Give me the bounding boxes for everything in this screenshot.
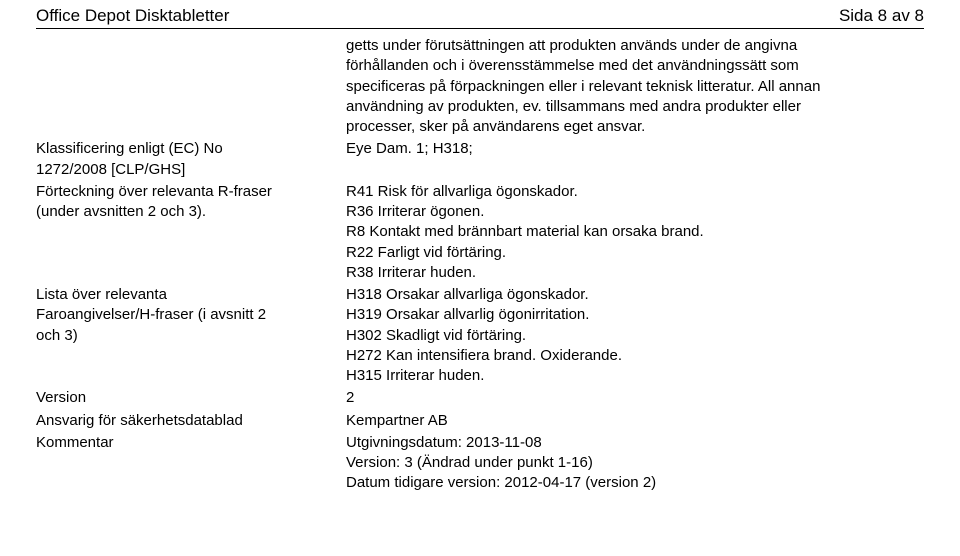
document-title: Office Depot Disktabletter	[36, 6, 229, 26]
row-label: Klassificering enligt (EC) No1272/2008 […	[36, 138, 346, 181]
label-line: Förteckning över relevanta R-fraser	[36, 182, 342, 202]
table-row: Lista över relevantaFaroangivelser/H-fra…	[36, 284, 924, 387]
row-value: Utgivningsdatum: 2013-11-08Version: 3 (Ä…	[346, 432, 924, 495]
label-line: Klassificering enligt (EC) No	[36, 139, 342, 159]
content-body: getts under förutsättningen att produkte…	[36, 35, 924, 495]
row-label: Kommentar	[36, 432, 346, 495]
value-line: H315 Irriterar huden.	[346, 366, 920, 386]
value-line: Version: 3 (Ändrad under punkt 1-16)	[346, 453, 920, 473]
content-table: getts under förutsättningen att produkte…	[36, 35, 924, 495]
page-header: Office Depot Disktabletter Sida 8 av 8	[36, 6, 924, 29]
row-value: R41 Risk för allvarliga ögonskador.R36 I…	[346, 181, 924, 284]
label-line: Faroangivelser/H-fraser (i avsnitt 2	[36, 305, 342, 325]
value-line: H318 Orsakar allvarliga ögonskador.	[346, 285, 920, 305]
value-line: Kempartner AB	[346, 411, 920, 431]
table-row: Version2	[36, 387, 924, 409]
value-line: R36 Irriterar ögonen.	[346, 202, 920, 222]
value-line: R22 Farligt vid förtäring.	[346, 243, 920, 263]
table-row: KommentarUtgivningsdatum: 2013-11-08Vers…	[36, 432, 924, 495]
label-line: 1272/2008 [CLP/GHS]	[36, 160, 342, 180]
label-line: (under avsnitten 2 och 3).	[36, 202, 342, 222]
value-line: getts under förutsättningen att produkte…	[346, 36, 920, 56]
value-line: R41 Risk för allvarliga ögonskador.	[346, 182, 920, 202]
row-label	[36, 35, 346, 138]
page-indicator: Sida 8 av 8	[839, 6, 924, 26]
value-line: R8 Kontakt med brännbart material kan or…	[346, 222, 920, 242]
value-line: Utgivningsdatum: 2013-11-08	[346, 433, 920, 453]
row-label: Version	[36, 387, 346, 409]
row-value: getts under förutsättningen att produkte…	[346, 35, 924, 138]
row-value: H318 Orsakar allvarliga ögonskador.H319 …	[346, 284, 924, 387]
label-line: Ansvarig för säkerhetsdatablad	[36, 411, 342, 431]
value-line: 2	[346, 388, 920, 408]
label-line: Version	[36, 388, 342, 408]
value-line: användning av produkten, ev. tillsammans…	[346, 97, 920, 117]
table-row: Klassificering enligt (EC) No1272/2008 […	[36, 138, 924, 181]
value-line: Datum tidigare version: 2012-04-17 (vers…	[346, 473, 920, 493]
label-line: och 3)	[36, 326, 342, 346]
label-line: Lista över relevanta	[36, 285, 342, 305]
table-row: Ansvarig för säkerhetsdatabladKempartner…	[36, 410, 924, 432]
value-line: H319 Orsakar allvarlig ögonirritation.	[346, 305, 920, 325]
row-label: Förteckning över relevanta R-fraser(unde…	[36, 181, 346, 284]
value-line: processer, sker på användarens eget ansv…	[346, 117, 920, 137]
page: Office Depot Disktabletter Sida 8 av 8 g…	[0, 0, 960, 495]
row-value: Eye Dam. 1; H318;	[346, 138, 924, 181]
label-line: Kommentar	[36, 433, 342, 453]
value-line: förhållanden och i överensstämmelse med …	[346, 56, 920, 76]
value-line: H302 Skadligt vid förtäring.	[346, 326, 920, 346]
value-line: H272 Kan intensifiera brand. Oxiderande.	[346, 346, 920, 366]
value-line: R38 Irriterar huden.	[346, 263, 920, 283]
table-row: getts under förutsättningen att produkte…	[36, 35, 924, 138]
row-value: 2	[346, 387, 924, 409]
row-label: Lista över relevantaFaroangivelser/H-fra…	[36, 284, 346, 387]
value-line: Eye Dam. 1; H318;	[346, 139, 920, 159]
value-line: specificeras på förpackningen eller i re…	[346, 77, 920, 97]
table-row: Förteckning över relevanta R-fraser(unde…	[36, 181, 924, 284]
row-value: Kempartner AB	[346, 410, 924, 432]
row-label: Ansvarig för säkerhetsdatablad	[36, 410, 346, 432]
